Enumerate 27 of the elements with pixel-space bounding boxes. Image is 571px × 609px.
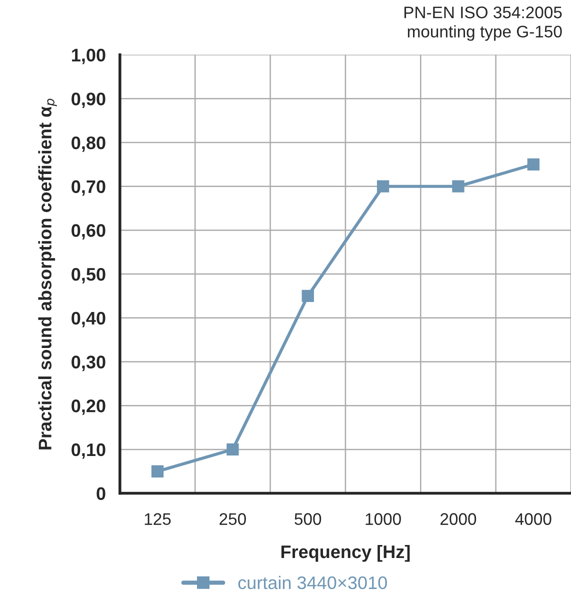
point (302, 290, 314, 302)
legend-label: curtain 3440×3010 (238, 576, 387, 590)
y-tick-label: 0,10 (72, 443, 106, 459)
x-tick-label: 4000 (515, 513, 552, 525)
point (376, 180, 390, 192)
x-axis-title: Frequency [Hz] (281, 544, 410, 562)
y-tick-label: 0,80 (72, 136, 106, 152)
y-tick-label: 0,50 (72, 268, 106, 284)
point (452, 180, 464, 192)
y-tick-label: 0,40 (72, 312, 106, 328)
y-tick-label: 0,70 (72, 180, 106, 196)
text: PN-EN ISO 354:2005 mounting type G-150 (404, 6, 562, 41)
x-tick-label: 1000 (366, 513, 401, 525)
y-tick-label: 0,30 (72, 356, 106, 372)
x-tick-label: 125 (144, 513, 171, 525)
point (151, 465, 164, 478)
y-tick-label: 0,60 (72, 224, 106, 240)
x-tick-label: 500 (294, 513, 322, 525)
x-tick-label: 250 (220, 513, 246, 525)
y-tick-label: 0,90 (72, 92, 106, 108)
point (226, 443, 239, 456)
y-tick-label: 0 (96, 487, 106, 500)
y-tick-label: 1,00 (72, 48, 106, 64)
point (527, 158, 540, 171)
y-axis-title: Practical sound absorption coefficient α$_{p}$ (38, 98, 57, 450)
x-tick-label: 2000 (440, 513, 476, 525)
y-tick-label: 0,20 (72, 400, 106, 415)
